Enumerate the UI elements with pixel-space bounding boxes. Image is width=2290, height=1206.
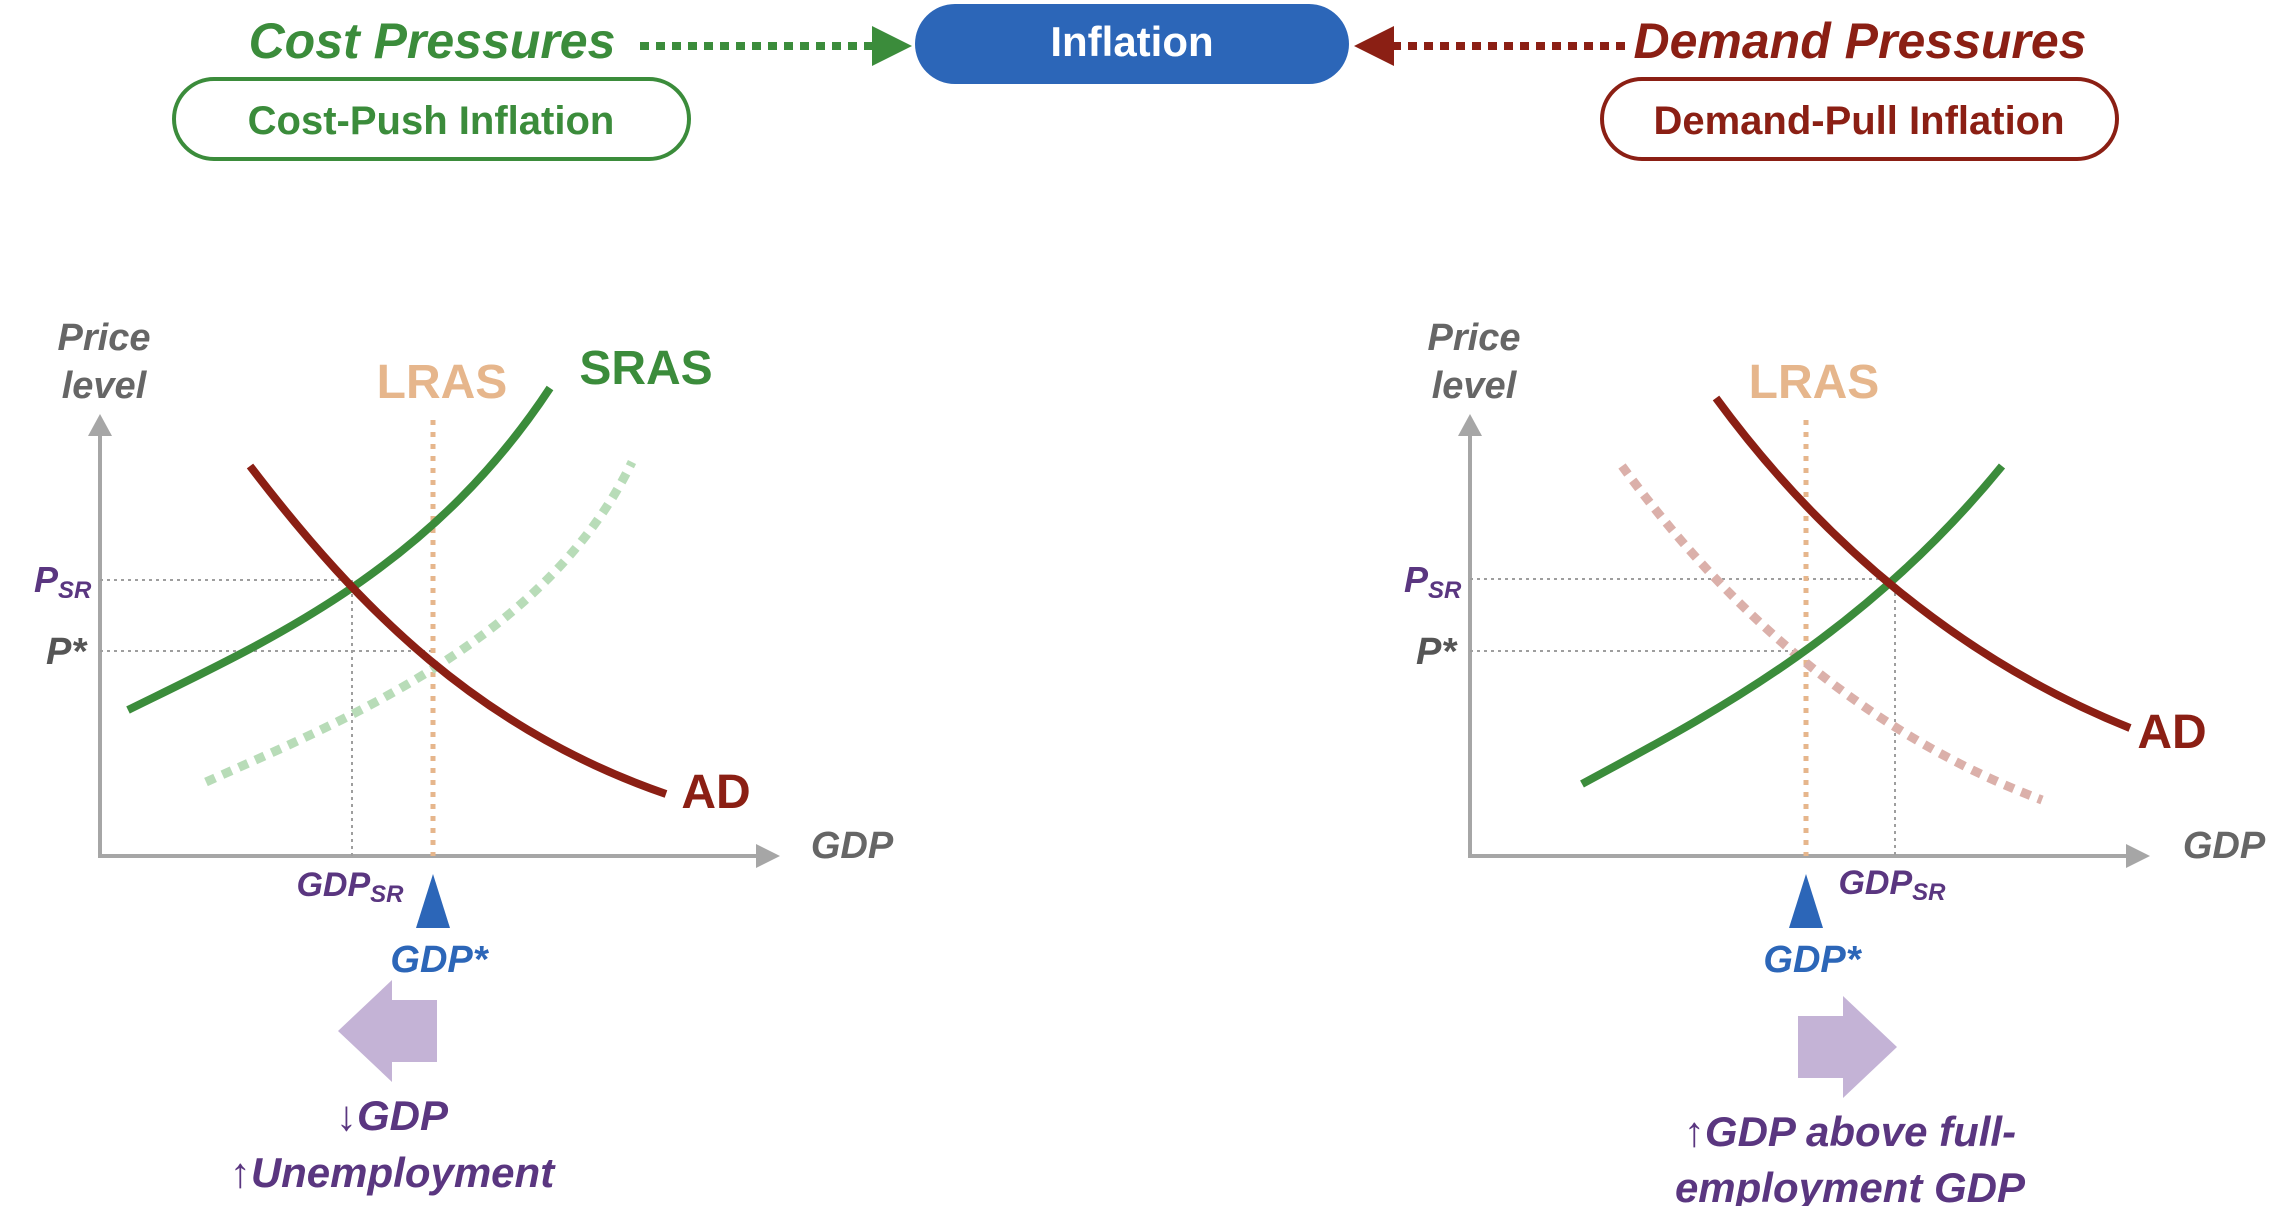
right-y-axis-label-line2: level	[1432, 365, 1518, 407]
right-p-sr-sub: SR	[1428, 577, 1462, 604]
cost-pressures-arrowhead	[872, 26, 912, 66]
left-x-axis-label: GDP	[811, 825, 894, 867]
right-panel: Price level GDP LRAS AD PSR P* GDPSR GDP…	[1404, 317, 2266, 1206]
left-gdp-sr-sub: SR	[370, 881, 404, 908]
right-p-sr-label: PSR	[1404, 559, 1462, 604]
left-outcome-line1: ↓GDP	[336, 1092, 449, 1139]
left-sras-label: SRAS	[579, 342, 712, 395]
left-sras-curve	[126, 385, 554, 714]
right-outcome-line2: employment GDP	[1675, 1164, 2026, 1206]
inflation-pill	[915, 4, 1349, 84]
left-gdp-sr-main: GDP	[296, 866, 370, 904]
left-gdp-star-marker	[416, 874, 450, 928]
right-lras-label: LRAS	[1749, 356, 1880, 409]
demand-pressures-arrowhead	[1354, 26, 1394, 66]
right-gdp-star-label: GDP*	[1763, 939, 1862, 981]
left-shift-arrow-icon	[338, 980, 437, 1082]
left-outcome-line2: ↑Unemployment	[230, 1149, 556, 1196]
demand-pressures-title: Demand Pressures	[1633, 13, 2086, 69]
right-gdp-sr-main: GDP	[1838, 864, 1912, 902]
left-gdp-star-label: GDP*	[390, 939, 489, 981]
right-ad-label: AD	[2137, 706, 2206, 759]
cost-push-pill-label: Cost-Push Inflation	[248, 99, 615, 143]
left-y-axis-label-line1: Price	[58, 317, 151, 359]
left-p-sr-label: PSR	[34, 559, 92, 604]
right-p-sr-main: P	[1404, 559, 1429, 600]
left-p-star-label: P*	[46, 631, 88, 673]
header: Inflation Cost Pressures Demand Pressure…	[172, 4, 2119, 161]
right-shift-arrow-icon	[1798, 996, 1897, 1098]
cost-pressures-title: Cost Pressures	[249, 13, 616, 69]
right-ad-curve	[1712, 395, 2132, 732]
left-sras-original-curve	[204, 460, 637, 787]
right-x-axis-label: GDP	[2183, 825, 2266, 867]
inflation-pill-label: Inflation	[1050, 18, 1213, 65]
left-ad-label: AD	[681, 766, 750, 819]
right-gdp-sr-sub: SR	[1912, 879, 1946, 906]
demand-pull-pill-label: Demand-Pull Inflation	[1653, 99, 2064, 143]
right-sras-curve	[1580, 463, 2006, 788]
cost-push-pill	[172, 77, 691, 161]
demand-pull-pill	[1600, 77, 2119, 161]
right-y-axis-arrowhead	[1458, 414, 1482, 436]
left-y-axis-arrowhead	[88, 414, 112, 436]
left-p-sr-sub: SR	[58, 577, 92, 604]
right-p-star-label: P*	[1416, 631, 1458, 673]
left-ad-curve	[246, 463, 668, 798]
right-gdp-sr-label: GDPSR	[1838, 864, 1946, 906]
right-outcome-line1: ↑GDP above full-	[1684, 1108, 2016, 1155]
right-y-axis-label-line1: Price	[1428, 317, 1521, 359]
left-panel: Price level GDP LRAS SRAS AD PSR P* GDPS…	[34, 317, 894, 1196]
left-lras-label: LRAS	[377, 356, 508, 409]
left-p-sr-main: P	[34, 559, 59, 600]
left-gdp-sr-label: GDPSR	[296, 866, 404, 908]
right-x-axis-arrowhead	[2126, 844, 2150, 868]
left-y-axis-label-line2: level	[62, 365, 148, 407]
right-gdp-star-marker	[1789, 874, 1823, 928]
left-x-axis-arrowhead	[756, 844, 780, 868]
